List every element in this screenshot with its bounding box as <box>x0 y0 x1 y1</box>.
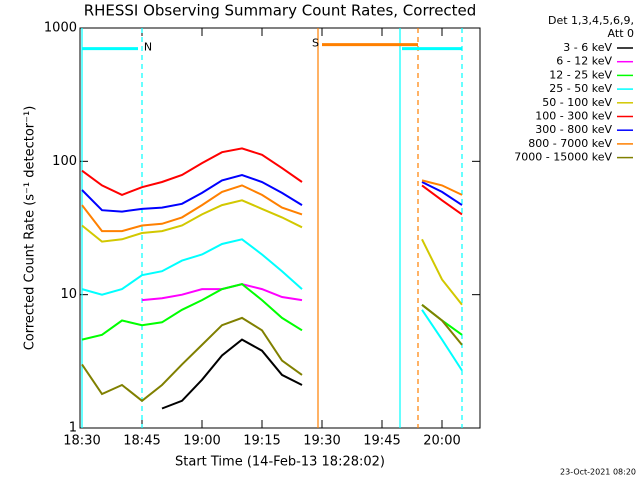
legend-title: Att 0 <box>608 27 634 40</box>
legend-label: 300 - 800 keV <box>535 123 612 136</box>
plot-frame <box>79 27 481 429</box>
x-tick-label: 19:00 <box>183 434 220 449</box>
x-tick-label: 19:15 <box>243 434 280 449</box>
series-line <box>161 338 303 410</box>
x-tick-label: 18:45 <box>123 434 160 449</box>
series-line <box>81 199 463 306</box>
y-tick-label: 100 <box>52 154 77 169</box>
y-tick-label: 1000 <box>44 21 77 36</box>
footer: 23-Oct-2021 08:20 <box>560 468 636 477</box>
legend-label: 12 - 25 keV <box>549 68 612 81</box>
legend-label: 50 - 100 keV <box>542 96 612 109</box>
series-line <box>81 147 463 216</box>
y-tick-label: 10 <box>60 287 77 302</box>
legend-label: 25 - 50 keV <box>549 82 612 95</box>
legend-label: 6 - 12 keV <box>556 55 612 68</box>
chart-title: RHESSI Observing Summary Count Rates, Co… <box>84 2 477 20</box>
x-tick-label: 19:45 <box>363 434 400 449</box>
flag-label: S <box>312 37 319 50</box>
legend-label: 3 - 6 keV <box>563 41 612 54</box>
series-line <box>81 304 463 403</box>
legend-label: 800 - 7000 keV <box>528 137 612 150</box>
legend-label: 7000 - 15000 keV <box>514 151 612 164</box>
y-axis-label: Corrected Count Rate (s⁻¹ detector⁻¹) <box>23 106 38 351</box>
series-line <box>81 173 463 213</box>
x-tick-label: 19:30 <box>303 434 340 449</box>
x-tick-label: 18:30 <box>63 434 100 449</box>
x-tick-label: 20:00 <box>423 434 460 449</box>
legend-label: 100 - 300 keV <box>535 110 612 123</box>
x-axis-label: Start Time (14-Feb-13 18:28:02) <box>175 455 385 470</box>
series-line <box>81 179 463 233</box>
series-line <box>81 238 463 372</box>
y-tick-label: 1 <box>69 421 77 436</box>
flag-label: N <box>144 41 152 54</box>
legend-title: Det 1,3,4,5,6,9, <box>548 14 634 27</box>
